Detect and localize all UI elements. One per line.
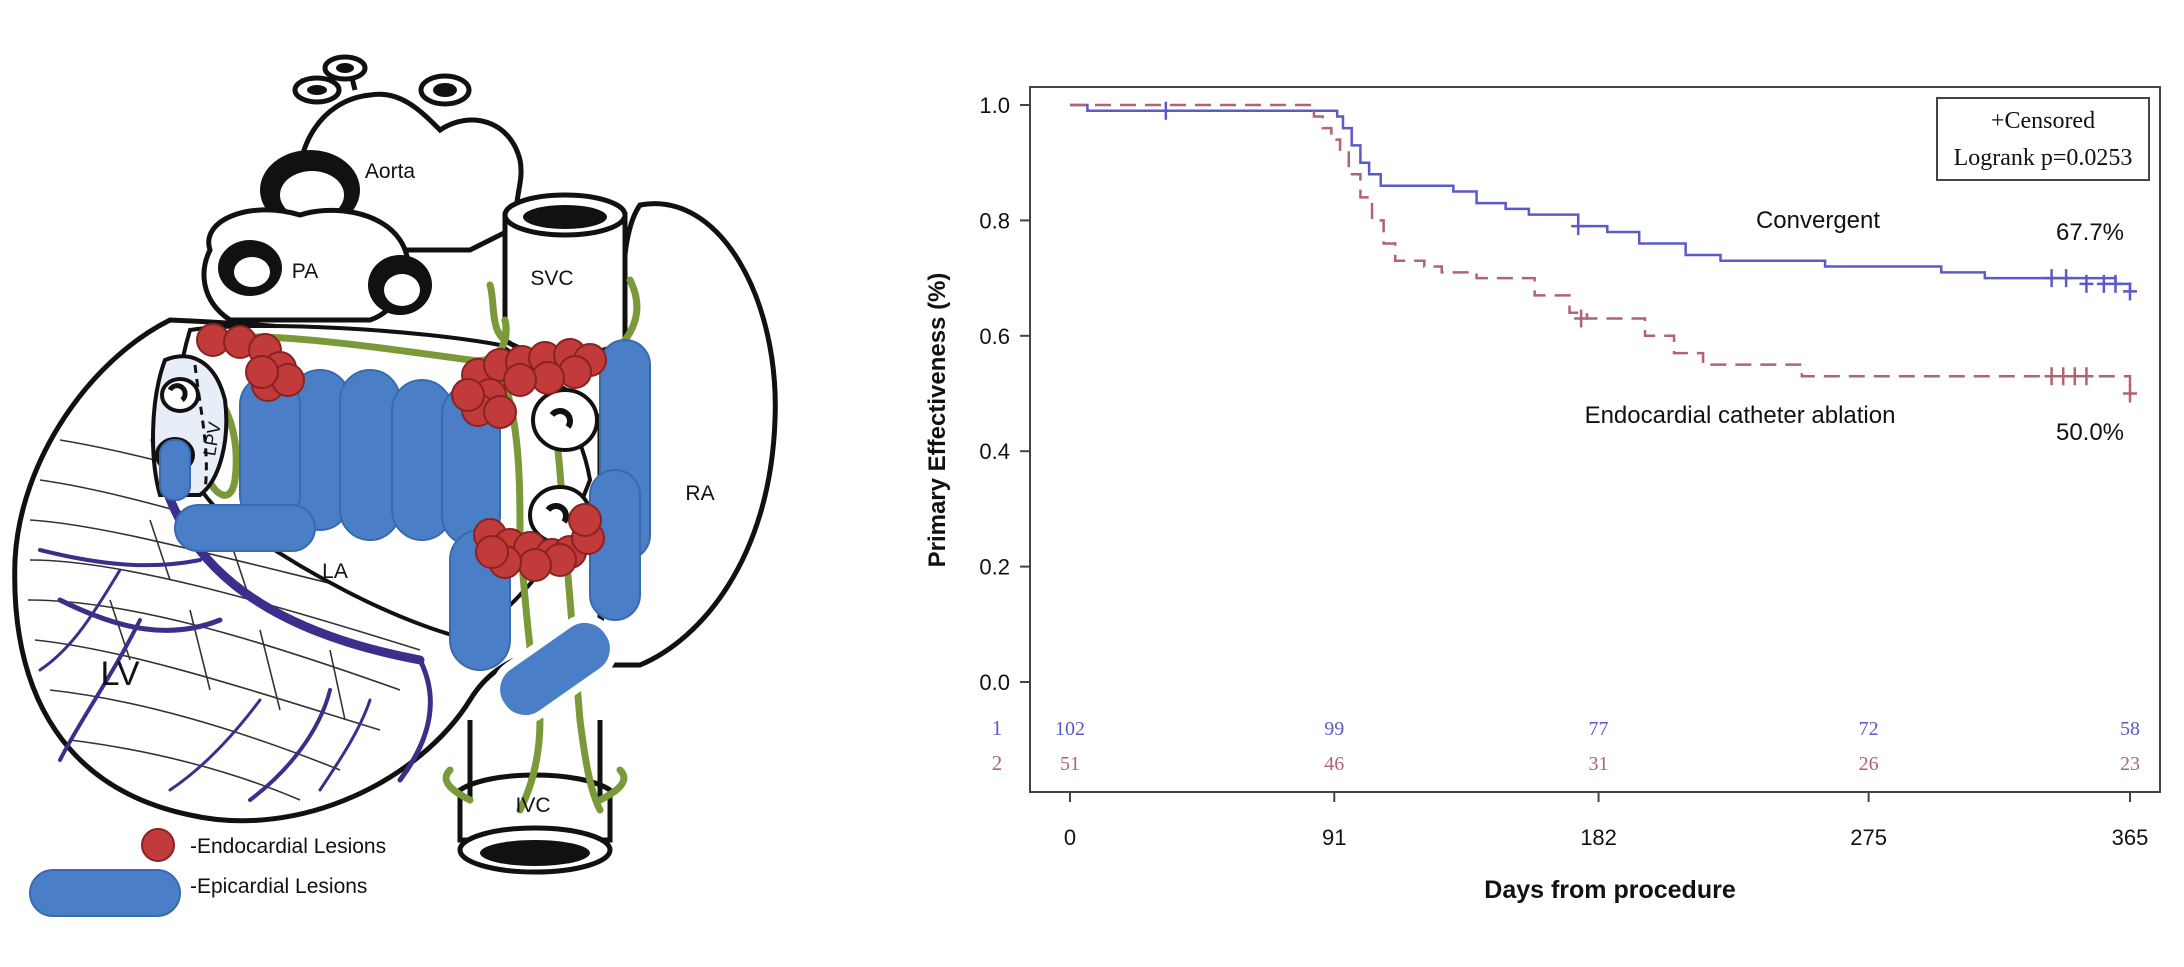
ivc <box>457 720 613 875</box>
x-tick-label-3: 275 <box>1850 825 1887 850</box>
label-lv: LV <box>100 655 139 693</box>
endocardial-lesions <box>196 323 607 582</box>
label-ivc: IVC <box>515 794 550 817</box>
legend-box: +Censored Logrank p=0.0253 <box>1936 97 2150 181</box>
end-label-endocardial: 50.0% <box>2056 419 2124 446</box>
label-pa: PA <box>292 260 318 283</box>
y-tick-label-5: 1.0 <box>979 93 1010 118</box>
y-axis: 0.0 0.2 0.4 0.6 0.8 1.0 <box>979 93 1030 695</box>
at-risk-group-0: 1 <box>992 716 1003 740</box>
endocardial-lesion-28 <box>518 548 552 582</box>
y-tick-label-4: 0.8 <box>979 208 1010 233</box>
censor-mark-0-2 <box>2044 269 2059 288</box>
endocardial-lesion-30 <box>475 535 509 569</box>
endocardial-lesion-15 <box>503 363 537 397</box>
label-la: LA <box>322 560 348 583</box>
censor-mark-0-3 <box>2059 269 2074 288</box>
rpv <box>528 388 599 545</box>
diagram-legend: -Endocardial Lesions -Epicardial Lesions <box>29 828 386 917</box>
epicardial-legend-swatch <box>29 869 181 917</box>
at-risk-value-0-3: 72 <box>1859 718 1879 740</box>
y-tick-label-1: 0.2 <box>979 555 1010 580</box>
y-tick-label-0: 0.0 <box>979 670 1010 695</box>
at-risk-value-1-3: 26 <box>1859 753 1879 775</box>
pulmonary-artery <box>201 207 432 323</box>
legend-frame <box>1936 97 2150 181</box>
censor-mark-0-7 <box>2123 282 2137 301</box>
series-line-0 <box>1070 103 2132 292</box>
at-risk-value-1-4: 23 <box>2120 753 2140 775</box>
at-risk-value-1-2: 31 <box>1589 753 1609 775</box>
logrank-legend: Logrank p=0.0253 <box>1954 145 2133 171</box>
at-risk-value-1-1: 46 <box>1324 753 1344 775</box>
y-tick-label-3: 0.6 <box>979 324 1010 349</box>
series-label-endocardial: Endocardial catheter ablation <box>1585 402 1896 429</box>
at-risk-value-1-0: 51 <box>1060 753 1080 775</box>
at-risk-value-0-2: 77 <box>1589 718 1609 740</box>
endocardial-lesion-26 <box>568 503 602 537</box>
censor-mark-0-6 <box>2108 274 2123 293</box>
heart-diagram: Aorta PA SVC LPV RA LA LV IVC -Endocardi… <box>12 54 778 917</box>
series-label-convergent: Convergent <box>1756 207 1880 234</box>
x-tick-label-1: 91 <box>1322 825 1346 850</box>
censor-mark-1-5 <box>2123 384 2137 403</box>
endocardial-lesion-18 <box>483 395 517 429</box>
y-tick-label-2: 0.4 <box>979 439 1010 464</box>
x-axis: 0 91 182 275 365 <box>1064 792 2148 850</box>
label-ra: RA <box>685 482 714 505</box>
endocardial-legend-swatch <box>141 828 175 862</box>
end-label-convergent: 67.7% <box>2056 219 2124 246</box>
x-tick-label-0: 0 <box>1064 825 1076 850</box>
x-tick-label-4: 365 <box>2112 825 2149 850</box>
endocardial-legend-label: -Endocardial Lesions <box>190 835 386 858</box>
label-svc: SVC <box>530 267 573 290</box>
series-line-1 <box>1070 103 2132 394</box>
at-risk-value-0-1: 99 <box>1324 718 1344 740</box>
at-risk-group-1: 2 <box>992 751 1003 775</box>
label-aorta: Aorta <box>365 160 416 183</box>
series-layer <box>1070 101 2137 403</box>
censor-mark-1-4 <box>2079 367 2094 386</box>
at-risk-value-0-0: 102 <box>1055 718 1085 740</box>
censored-legend: +Censored <box>1991 108 2095 134</box>
y-axis-label: Primary Effectiveness (%) <box>924 273 951 568</box>
km-chart: 0.0 0.2 0.4 0.6 0.8 1.0 0 91 182 275 365 1 102 99 77… <box>924 86 2161 904</box>
x-tick-label-2: 182 <box>1580 825 1617 850</box>
censor-mark-1-0 <box>1574 309 1589 328</box>
epicardial-lesions <box>159 339 651 724</box>
censor-mark-0-0 <box>1158 101 1173 120</box>
censor-mark-0-4 <box>2079 274 2094 293</box>
plot-area <box>1029 86 2161 793</box>
at-risk-table: 1 102 99 77 72 58 2 51 46 31 26 23 <box>992 716 2140 775</box>
x-axis-label: Days from procedure <box>1484 876 1736 904</box>
endocardial-lesion-19 <box>451 378 485 412</box>
endocardial-lesion-6 <box>245 355 279 389</box>
censor-mark-0-1 <box>1571 217 1586 236</box>
epicardial-legend-label: -Epicardial Lesions <box>190 875 367 898</box>
at-risk-value-0-4: 58 <box>2120 718 2140 740</box>
